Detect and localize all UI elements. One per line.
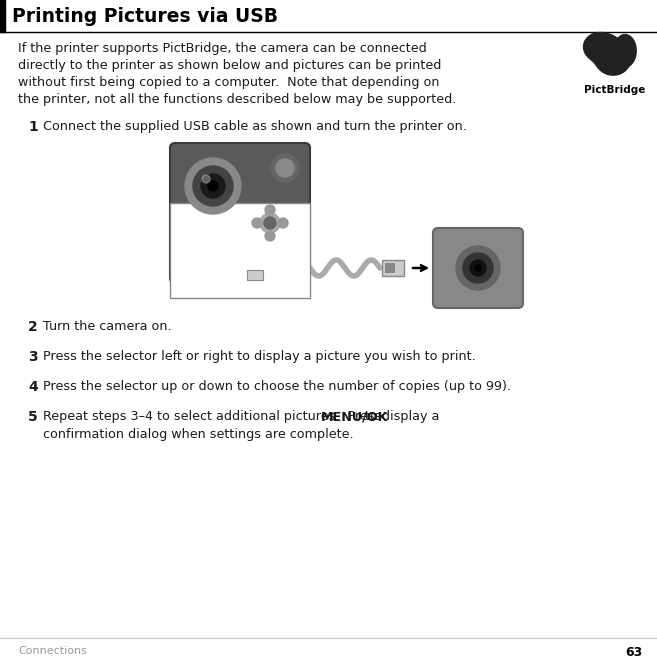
Text: Press the selector left or right to display a picture you wish to print.: Press the selector left or right to disp… bbox=[43, 350, 476, 363]
Circle shape bbox=[475, 265, 481, 271]
Text: to display a: to display a bbox=[361, 410, 440, 423]
Text: 4: 4 bbox=[28, 380, 37, 394]
Circle shape bbox=[456, 246, 500, 290]
Text: confirmation dialog when settings are complete.: confirmation dialog when settings are co… bbox=[43, 428, 353, 441]
Polygon shape bbox=[583, 32, 631, 75]
Text: Press the selector up or down to choose the number of copies (up to 99).: Press the selector up or down to choose … bbox=[43, 380, 511, 393]
Bar bbox=[0, 0, 5, 32]
Text: 1: 1 bbox=[28, 120, 37, 134]
Text: 3: 3 bbox=[28, 350, 37, 364]
Circle shape bbox=[265, 205, 275, 215]
Polygon shape bbox=[614, 34, 636, 67]
Circle shape bbox=[202, 175, 210, 183]
Circle shape bbox=[264, 217, 276, 229]
Text: directly to the printer as shown below and pictures can be printed: directly to the printer as shown below a… bbox=[18, 59, 442, 72]
Bar bbox=[385, 263, 395, 273]
FancyBboxPatch shape bbox=[433, 228, 523, 308]
Circle shape bbox=[208, 181, 218, 191]
Text: Connections: Connections bbox=[18, 646, 87, 656]
FancyBboxPatch shape bbox=[170, 143, 310, 283]
Text: PictBridge: PictBridge bbox=[584, 85, 646, 95]
Text: 2: 2 bbox=[28, 320, 37, 334]
Circle shape bbox=[193, 166, 233, 206]
Circle shape bbox=[260, 213, 280, 233]
Bar bbox=[382, 260, 404, 276]
Text: 63: 63 bbox=[625, 646, 642, 659]
Text: Turn the camera on.: Turn the camera on. bbox=[43, 320, 171, 333]
Text: 5: 5 bbox=[28, 410, 37, 424]
Text: Repeat steps 3–4 to select additional pictures.  Press: Repeat steps 3–4 to select additional pi… bbox=[43, 410, 386, 423]
Circle shape bbox=[252, 218, 262, 228]
Text: Printing Pictures via USB: Printing Pictures via USB bbox=[12, 7, 278, 26]
Bar bbox=[247, 270, 263, 280]
Circle shape bbox=[271, 154, 299, 182]
Bar bbox=[170, 203, 310, 298]
Circle shape bbox=[185, 158, 241, 214]
Circle shape bbox=[463, 253, 493, 283]
Circle shape bbox=[201, 174, 225, 198]
Circle shape bbox=[470, 260, 486, 276]
Circle shape bbox=[265, 231, 275, 241]
Text: MENU/OK: MENU/OK bbox=[321, 410, 388, 423]
Circle shape bbox=[276, 159, 294, 177]
Text: without first being copied to a computer.  Note that depending on: without first being copied to a computer… bbox=[18, 76, 440, 89]
Circle shape bbox=[278, 218, 288, 228]
Text: If the printer supports PictBridge, the camera can be connected: If the printer supports PictBridge, the … bbox=[18, 42, 427, 55]
Text: the printer, not all the functions described below may be supported.: the printer, not all the functions descr… bbox=[18, 93, 457, 106]
Text: Connect the supplied USB cable as shown and turn the printer on.: Connect the supplied USB cable as shown … bbox=[43, 120, 467, 133]
